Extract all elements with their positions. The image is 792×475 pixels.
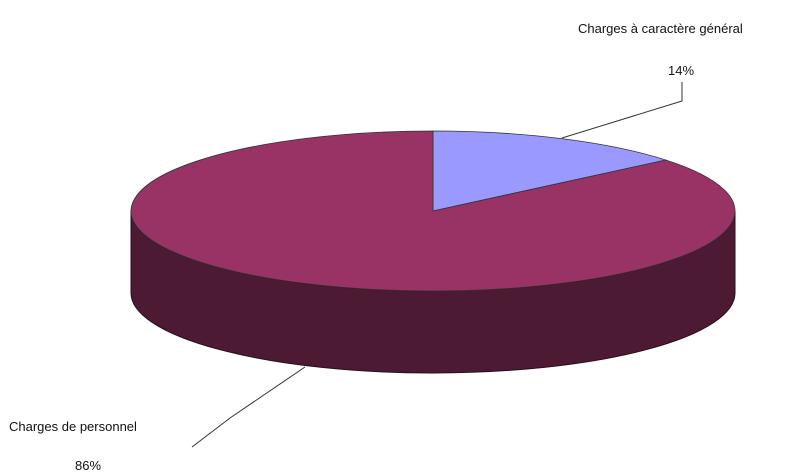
leader-line-charges-personnel	[191, 366, 306, 448]
pie-slice-charges-caractere-general	[432, 130, 668, 212]
slice-value-charges-personnel: 86%	[75, 458, 101, 473]
pie-slice-charges-personnel	[130, 130, 736, 292]
slice-label-charges-personnel: Charges de personnel	[9, 419, 137, 434]
slice-label-charges-caractere-general: Charges à caractère général	[578, 21, 743, 36]
slice-value-charges-caractere-general: 14%	[668, 63, 694, 78]
leader-line-charges-caractere-general	[561, 82, 683, 139]
